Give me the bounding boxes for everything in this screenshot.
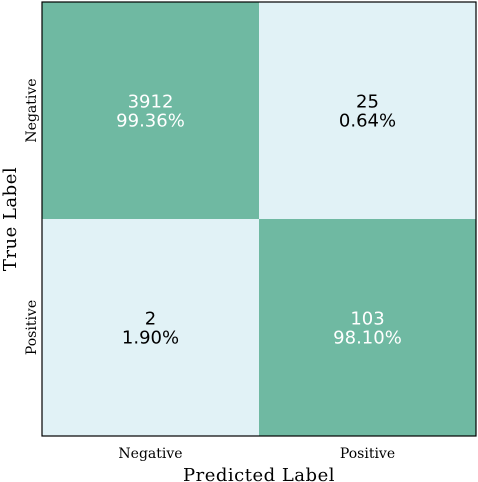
y-tick-label: Positive — [24, 300, 40, 355]
cell-percent-label: 99.36% — [116, 111, 185, 132]
x-axis-label: Predicted Label — [183, 465, 335, 482]
cell-percent-label: 1.90% — [122, 328, 179, 349]
x-tick-label: Positive — [340, 446, 395, 462]
cell-count-label: 3912 — [128, 92, 174, 113]
cell-count-label: 103 — [350, 309, 384, 330]
x-tick-label: Negative — [118, 446, 182, 462]
y-axis-label: True Label — [0, 167, 21, 271]
cell-percent-label: 0.64% — [339, 111, 396, 132]
heatmap-cell — [42, 2, 259, 219]
y-tick-labels: Negative Positive — [24, 78, 40, 355]
cell-count-label: 2 — [145, 309, 156, 330]
heatmap-cell — [42, 219, 259, 436]
heatmap-cell — [259, 2, 476, 219]
cell-percent-label: 98.10% — [333, 328, 402, 349]
plot-frame — [41, 1, 477, 437]
cell-count-label: 25 — [356, 92, 379, 113]
x-tick-labels: Negative Positive — [118, 446, 395, 462]
y-tick-label: Negative — [24, 78, 40, 142]
heatmap-cell — [259, 219, 476, 436]
